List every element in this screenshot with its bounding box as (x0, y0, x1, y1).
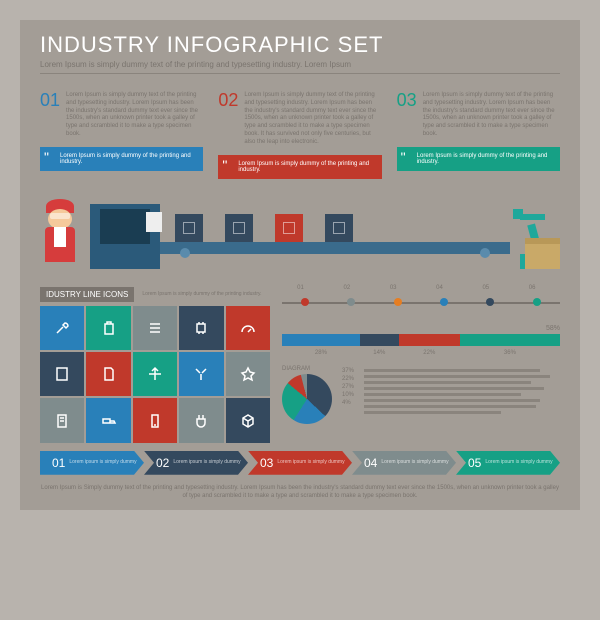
divider (40, 73, 560, 74)
conveyor-box (325, 214, 353, 242)
arrow-steps: 01Lorem ipsum is simply dummy02Lorem ips… (20, 451, 580, 481)
bar-label: 28% (282, 350, 360, 356)
wrench-icon (40, 306, 84, 350)
callout-box: Lorem Ipsum is simply dummy of the print… (397, 147, 560, 171)
conveyor-box (275, 214, 303, 242)
bar-label: 22% (399, 350, 460, 356)
timeline-dot (533, 298, 541, 306)
arrow-step: 01Lorem ipsum is simply dummy (40, 451, 144, 475)
pie-label: 10% (342, 392, 354, 398)
tools-icon (179, 352, 223, 396)
bar-segment (360, 334, 399, 346)
icons-panel: IDUSTRY LINE ICONS Lorem Ipsum is simply… (40, 287, 270, 443)
bar-segment (460, 334, 560, 346)
arrow-step: 02Lorem ipsum is simply dummy (144, 451, 248, 475)
chip-icon (179, 306, 223, 350)
bar-segment (282, 334, 360, 346)
col-number: 03 (397, 90, 417, 111)
callout-box: Lorem Ipsum is simply dummy of the print… (40, 147, 203, 171)
conveyor-scene (20, 179, 580, 279)
top-columns: 01 Lorem Ipsum is simply dummy text of t… (20, 82, 580, 179)
charts-panel: 010203040506 58% 28%14%22%36% DIAGRAM 37… (282, 287, 560, 443)
bar-top-label: 58% (282, 325, 560, 332)
col-text: Lorem Ipsum is simply dummy text of the … (423, 92, 560, 139)
timeline-dot (347, 298, 355, 306)
header: INDUSTRY INFOGRAPHIC SET Lorem Ipsum is … (20, 20, 580, 82)
lower-section: IDUSTRY LINE ICONS Lorem Ipsum is simply… (20, 279, 580, 451)
timeline-dot (394, 298, 402, 306)
subtitle: Lorem Ipsum is simply dummy text of the … (40, 60, 560, 69)
pie-label: 27% (342, 384, 354, 390)
doc-icon (40, 398, 84, 442)
col-text: Lorem Ipsum is simply dummy text of the … (66, 92, 203, 139)
col-number: 01 (40, 90, 60, 111)
plug-icon (179, 398, 223, 442)
timeline-chart: 010203040506 (282, 287, 560, 317)
arrow-step: 04Lorem ipsum is simply dummy (352, 451, 456, 475)
bar-label: 36% (460, 350, 560, 356)
cardboard-box-icon (525, 244, 560, 269)
footer-text: Lorem Ipsum is Simply dummy text of the … (20, 481, 580, 511)
timeline-dot (440, 298, 448, 306)
arrow-step: 03Lorem ipsum is simply dummy (248, 451, 352, 475)
pie-chart (282, 374, 332, 424)
icon-grid (40, 306, 270, 443)
machine-icon (90, 204, 160, 269)
col-number: 02 (218, 90, 238, 111)
badge-icon (226, 352, 270, 396)
page-icon (86, 352, 130, 396)
col-text: Lorem Ipsum is simply dummy text of the … (244, 92, 381, 147)
book-icon (40, 352, 84, 396)
gauge-icon (226, 306, 270, 350)
infographic-container: INDUSTRY INFOGRAPHIC SET Lorem Ipsum is … (20, 20, 580, 510)
box-icon (226, 398, 270, 442)
column-1: 01 Lorem Ipsum is simply dummy text of t… (40, 90, 203, 179)
stacked-bar-chart (282, 334, 560, 346)
bar-labels: 28%14%22%36% (282, 350, 560, 356)
arrows-icon (133, 352, 177, 396)
bar-segment (399, 334, 460, 346)
phone-icon (133, 398, 177, 442)
pie-labels: 37% 22% 27% 10% 4% (342, 366, 354, 424)
icons-desc: Lorem Ipsum is simply dummy of the print… (142, 291, 261, 297)
page-title: INDUSTRY INFOGRAPHIC SET (40, 32, 560, 58)
conveyor-box (175, 214, 203, 242)
clipboard-icon (86, 306, 130, 350)
truck-icon (86, 398, 130, 442)
callout-box: Lorem Ipsum is simply dummy of the print… (218, 155, 381, 179)
column-2: 02 Lorem Ipsum is simply dummy text of t… (218, 90, 381, 179)
pie-label: 37% (342, 368, 354, 374)
pie-label: 22% (342, 376, 354, 382)
conveyor-belt (160, 242, 510, 254)
worker-icon (40, 199, 90, 269)
pie-title: DIAGRAM (282, 366, 332, 372)
column-3: 03 Lorem Ipsum is simply dummy text of t… (397, 90, 560, 179)
text-placeholder (364, 366, 560, 424)
icons-title: IDUSTRY LINE ICONS (40, 287, 134, 302)
arrow-step: 05Lorem ipsum is simply dummy (456, 451, 560, 475)
list-icon (133, 306, 177, 350)
bar-label: 14% (360, 350, 399, 356)
timeline-dot (486, 298, 494, 306)
timeline-dot (301, 298, 309, 306)
pie-label: 4% (342, 400, 354, 406)
conveyor-box (225, 214, 253, 242)
